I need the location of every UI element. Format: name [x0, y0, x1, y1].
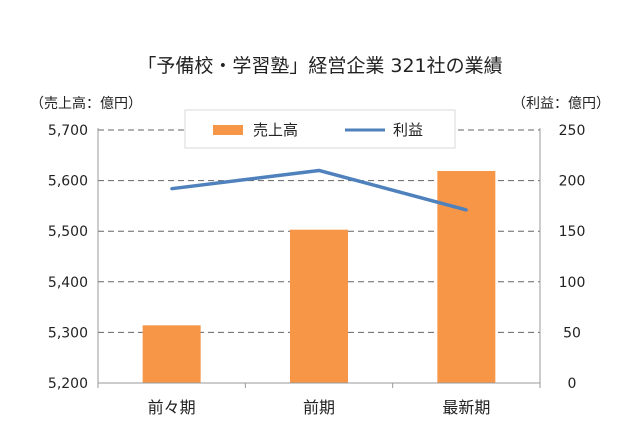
profit-point [464, 208, 468, 212]
left-tick-label: 5,500 [48, 224, 88, 240]
right-tick-label: 50 [563, 325, 581, 341]
legend-label-sales: 売上高 [253, 121, 298, 139]
line-series [170, 168, 468, 212]
right-tick-label: 150 [559, 224, 586, 240]
legend: 売上高 利益 [184, 109, 456, 149]
right-tick-label: 250 [559, 123, 586, 139]
left-tick-label: 5,400 [48, 275, 88, 291]
bar [142, 325, 201, 383]
right-tick-label: 100 [559, 275, 586, 291]
bar-series [142, 170, 496, 383]
category-label: 前期 [303, 398, 335, 417]
profit-point [170, 187, 174, 191]
left-axis-unit: （売上高：億円） [30, 95, 142, 112]
left-tick-label: 5,700 [48, 123, 88, 139]
legend-swatch-sales [213, 125, 243, 135]
left-tick-label: 5,200 [48, 376, 88, 392]
legend-label-profit: 利益 [393, 121, 423, 139]
profit-line [171, 168, 467, 212]
category-label: 最新期 [442, 398, 490, 417]
category-labels: 前々期 前期 最新期 [148, 398, 491, 417]
right-tick-label: 200 [559, 174, 586, 190]
profit-point [317, 168, 321, 172]
left-tick-label: 5,600 [48, 174, 88, 190]
bar [290, 229, 348, 383]
right-axis-unit: （利益：億円） [512, 96, 610, 112]
axes [97, 128, 541, 388]
category-label: 前々期 [148, 398, 196, 417]
left-tick-label: 5,300 [48, 325, 88, 341]
right-tick-labels: 0 50 100 150 200 250 [559, 123, 586, 392]
chart-title: 「予備校・学習塾」経営企業 321社の業績 [137, 55, 502, 77]
left-tick-labels: 5,200 5,300 5,400 5,500 5,600 5,700 [48, 123, 88, 392]
right-tick-label: 0 [568, 376, 577, 392]
